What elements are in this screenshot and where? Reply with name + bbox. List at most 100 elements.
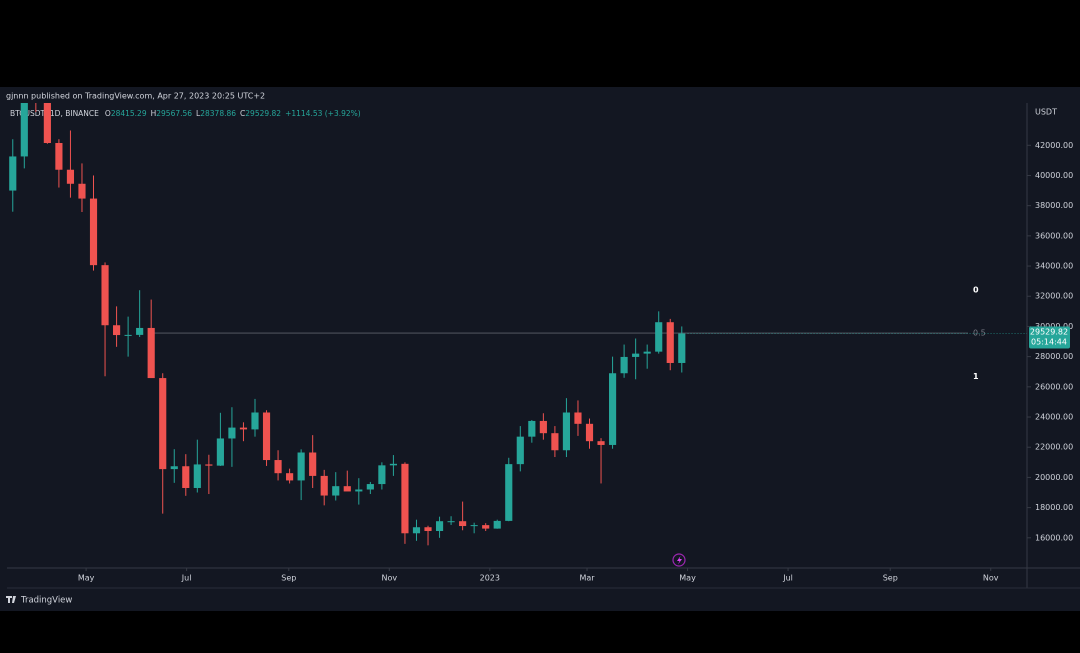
candles [9, 103, 686, 546]
candle-body [528, 420, 536, 437]
candle-body [482, 525, 490, 529]
y-tick-label: 30000.00 [1035, 322, 1073, 331]
legend-key: H [151, 109, 157, 118]
candle-body [89, 198, 98, 266]
candle-body [193, 464, 201, 488]
candle-body [666, 322, 674, 363]
x-tick-label: May [679, 574, 696, 583]
candle-body [343, 486, 351, 492]
candle-body [332, 486, 340, 496]
y-tick-label: 22000.00 [1035, 443, 1073, 452]
candle-body [459, 521, 467, 527]
candle-body [262, 412, 271, 461]
candle-body [585, 423, 594, 442]
y-tick-label: 28000.00 [1035, 352, 1073, 361]
candle-body [608, 373, 617, 445]
candle-body [228, 427, 236, 439]
y-tick-label: 34000.00 [1035, 262, 1073, 271]
y-tick-label: 32000.00 [1035, 292, 1073, 301]
candle-body [78, 183, 86, 199]
candle-body [366, 484, 374, 490]
y-tick-label: 24000.00 [1035, 413, 1073, 422]
candle-body [159, 378, 167, 470]
y-tick-label: 36000.00 [1035, 231, 1073, 240]
candle-body [124, 334, 132, 336]
x-tick-label: Jul [181, 574, 192, 583]
y-tick-label: 16000.00 [1035, 533, 1073, 542]
candle-body [389, 463, 397, 466]
y-tick-label: 20000.00 [1035, 473, 1073, 482]
price-unit: USDT [1035, 108, 1057, 117]
last-price-label: 29529.82 [1030, 328, 1068, 337]
candle-body [20, 103, 28, 157]
candle-body [632, 353, 640, 357]
candle-body [182, 466, 190, 488]
candle-body [435, 521, 444, 532]
brand-logo [6, 596, 16, 603]
candle-body [355, 489, 363, 492]
candle-body [539, 420, 547, 434]
candle-body [136, 327, 144, 335]
candle-body [470, 525, 478, 527]
x-tick-label: Sep [281, 574, 296, 583]
candle-body [205, 464, 213, 466]
countdown-label: 05:14:44 [1031, 338, 1067, 347]
candle-body [401, 463, 409, 534]
legend-value: 28415.29 [111, 109, 147, 118]
candle-body [297, 452, 305, 481]
candle-body [655, 322, 663, 352]
candle-body [516, 436, 524, 465]
candle-body [66, 169, 75, 184]
candle-body [274, 460, 282, 474]
legend-key: O [105, 109, 111, 118]
candle-body [147, 327, 155, 379]
candle-body [620, 356, 628, 374]
candle-body [216, 438, 224, 466]
candle-body [551, 433, 559, 451]
fib-label: 1 [973, 372, 979, 381]
x-tick-label: 2023 [480, 574, 500, 583]
candle-body [562, 412, 571, 451]
candle-body [286, 473, 294, 481]
x-tick-label: Mar [579, 574, 595, 583]
candle-body [309, 452, 317, 476]
y-tick-label: 40000.00 [1035, 171, 1073, 180]
fib-label: 0.5 [973, 329, 986, 338]
candle-body [678, 333, 686, 363]
legend-change: +1114.53 (+3.92%) [285, 109, 361, 118]
fib-label: 0 [973, 286, 979, 295]
x-tick-label: Nov [983, 574, 999, 583]
legend-key: C [240, 109, 245, 118]
x-tick-label: Sep [883, 574, 898, 583]
x-tick-label: May [78, 574, 95, 583]
candle-body [101, 265, 109, 326]
candle-body [320, 475, 328, 496]
legend-value: 29567.56 [156, 109, 192, 118]
candle-body [9, 156, 17, 191]
candle-body [424, 527, 432, 532]
legend-key: L [196, 109, 201, 118]
candle-body [597, 441, 605, 445]
candle-body [493, 520, 501, 529]
ohlc-legend: O28415.29 H29567.56 L28378.86 C29529.82 +111… [105, 109, 361, 118]
chart-panel [0, 87, 1080, 611]
brand: TradingView [20, 596, 72, 606]
alert-icon[interactable] [672, 553, 686, 567]
last-price-tag [1029, 326, 1070, 349]
y-tick-label: 42000.00 [1035, 141, 1073, 150]
y-tick-label: 18000.00 [1035, 503, 1073, 512]
candle-body [239, 427, 248, 430]
symbol: BTCUSDT, 1D, BINANCE [10, 109, 99, 118]
candle-body [43, 103, 51, 144]
candle-body [574, 412, 582, 424]
x-tick-label: Jul [782, 574, 793, 583]
candle-body [643, 351, 651, 354]
publisher: gjnnn published on TradingView.com, Apr … [6, 92, 265, 101]
candle-body [55, 143, 63, 170]
candle-body [113, 325, 121, 336]
legend-value: 29529.82 [245, 109, 281, 118]
y-tick-label: 38000.00 [1035, 201, 1073, 210]
y-tick-label: 26000.00 [1035, 382, 1073, 391]
